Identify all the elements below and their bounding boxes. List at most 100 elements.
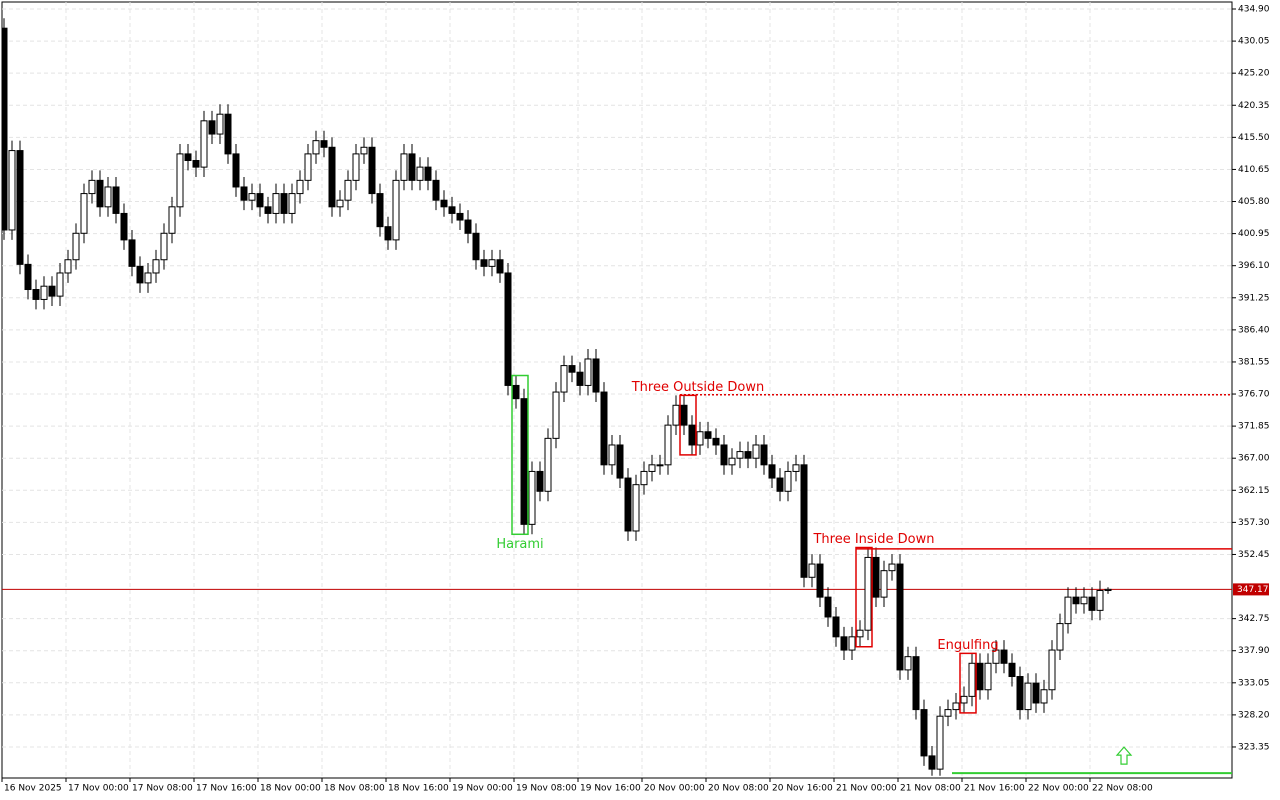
candle-body	[1072, 596, 1080, 605]
candle-body	[680, 404, 688, 426]
candle-body	[608, 444, 616, 466]
y-tick-label: 367.00	[1238, 454, 1270, 464]
candle-body	[1080, 596, 1088, 605]
candle-body	[48, 285, 56, 297]
candle-body	[72, 232, 80, 261]
y-tick-label: 376.70	[1238, 390, 1270, 400]
candle-body	[144, 272, 152, 284]
candle-body	[832, 616, 840, 638]
candle-body	[136, 265, 144, 284]
candle-body	[256, 193, 264, 208]
candle-body	[512, 384, 520, 400]
candle-body	[320, 140, 328, 148]
candle-body	[1088, 596, 1096, 611]
candle-body	[224, 113, 232, 155]
candle-body	[864, 556, 872, 631]
candle-body	[8, 150, 16, 231]
candle-body	[400, 153, 408, 181]
candle-body	[376, 193, 384, 228]
candle-body	[952, 702, 960, 711]
candle-body	[32, 289, 40, 300]
candle-body	[176, 153, 184, 208]
y-tick-label: 386.40	[1238, 325, 1270, 335]
candle-body	[888, 563, 896, 572]
candle-body	[928, 755, 936, 770]
candle-body	[720, 444, 728, 466]
candle-body	[112, 186, 120, 214]
candle-body	[576, 371, 584, 386]
y-tick-label: 425.20	[1238, 69, 1270, 79]
x-tick-label: 22 Nov 08:00	[1092, 784, 1153, 794]
candle-body	[80, 193, 88, 234]
candle-body	[616, 444, 624, 479]
candle-body	[984, 662, 992, 691]
candle-body	[504, 272, 512, 386]
candle-body	[312, 140, 320, 155]
pattern-box	[855, 546, 873, 648]
candle-body	[728, 457, 736, 466]
y-tick-label: 396.10	[1238, 261, 1270, 271]
y-tick-label: 352.45	[1238, 550, 1270, 560]
candle-body	[528, 470, 536, 525]
y-tick-label: 362.15	[1238, 486, 1270, 496]
candle-body	[160, 232, 168, 261]
pattern-box	[511, 374, 529, 536]
x-tick-label: 17 Nov 00:00	[68, 784, 129, 794]
y-tick-label: 434.90	[1238, 5, 1270, 15]
y-tick-label: 420.35	[1238, 101, 1270, 111]
candle-body	[792, 464, 800, 472]
candle-body	[624, 477, 632, 532]
candle-body	[16, 150, 24, 265]
candle-body	[696, 431, 704, 446]
candle-body	[264, 206, 272, 214]
candle-body	[272, 193, 280, 214]
candle-body	[440, 199, 448, 208]
candle-body	[328, 146, 336, 208]
candle-body	[584, 358, 592, 386]
x-tick-label: 17 Nov 08:00	[132, 784, 193, 794]
candle-body	[904, 656, 912, 671]
candle-body	[40, 285, 48, 300]
candle-body	[552, 391, 560, 439]
x-tick-label: 21 Nov 00:00	[836, 784, 897, 794]
candle-body	[360, 146, 368, 155]
candle-body	[872, 556, 880, 598]
candle-body	[712, 437, 720, 446]
candle-body	[352, 153, 360, 181]
candle-body	[424, 166, 432, 181]
candle-body	[232, 153, 240, 188]
candle-body	[296, 179, 304, 195]
candle-body	[752, 444, 760, 459]
candle-body	[912, 656, 920, 711]
candle-body	[240, 186, 248, 201]
candle-body	[280, 193, 288, 214]
plot-frame	[1, 1, 1233, 779]
candle-body	[544, 437, 552, 492]
candle-body	[768, 464, 776, 479]
y-tick-label: 333.05	[1238, 678, 1270, 688]
candle-body	[736, 451, 744, 459]
candle-body	[560, 365, 568, 393]
candle-body	[168, 206, 176, 234]
candle-body	[856, 629, 864, 638]
candle-body	[192, 160, 200, 168]
x-tick-label: 16 Nov 2025	[4, 784, 62, 794]
x-tick-label: 22 Nov 00:00	[1028, 784, 1089, 794]
candle-body	[824, 596, 832, 618]
candle-body	[672, 404, 680, 426]
candle-body	[976, 662, 984, 691]
candle-body	[688, 424, 696, 446]
candle-body	[2, 27, 8, 231]
candle-body	[448, 206, 456, 214]
candle-body	[1056, 623, 1064, 651]
candle-body	[248, 193, 256, 201]
y-tick-label: 400.95	[1238, 229, 1270, 239]
candle-body	[1024, 682, 1032, 711]
candle-body	[64, 259, 72, 274]
candle-body	[1016, 676, 1024, 711]
candle-body	[1008, 662, 1016, 678]
candle-body	[568, 365, 576, 373]
x-tick-label: 21 Nov 16:00	[964, 784, 1025, 794]
candle-body	[992, 649, 1000, 664]
x-tick-label: 19 Nov 16:00	[580, 784, 641, 794]
